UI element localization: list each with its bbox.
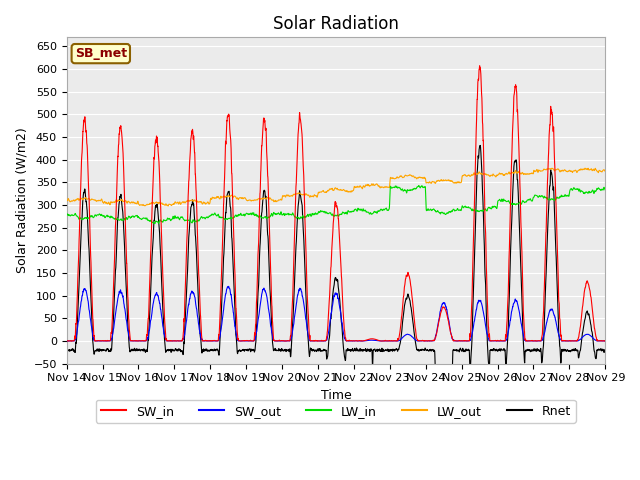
Y-axis label: Solar Radiation (W/m2): Solar Radiation (W/m2) [15,128,28,274]
Title: Solar Radiation: Solar Radiation [273,15,399,33]
Legend: SW_in, SW_out, LW_in, LW_out, Rnet: SW_in, SW_out, LW_in, LW_out, Rnet [96,400,576,423]
Text: SB_met: SB_met [75,47,127,60]
X-axis label: Time: Time [321,389,351,402]
